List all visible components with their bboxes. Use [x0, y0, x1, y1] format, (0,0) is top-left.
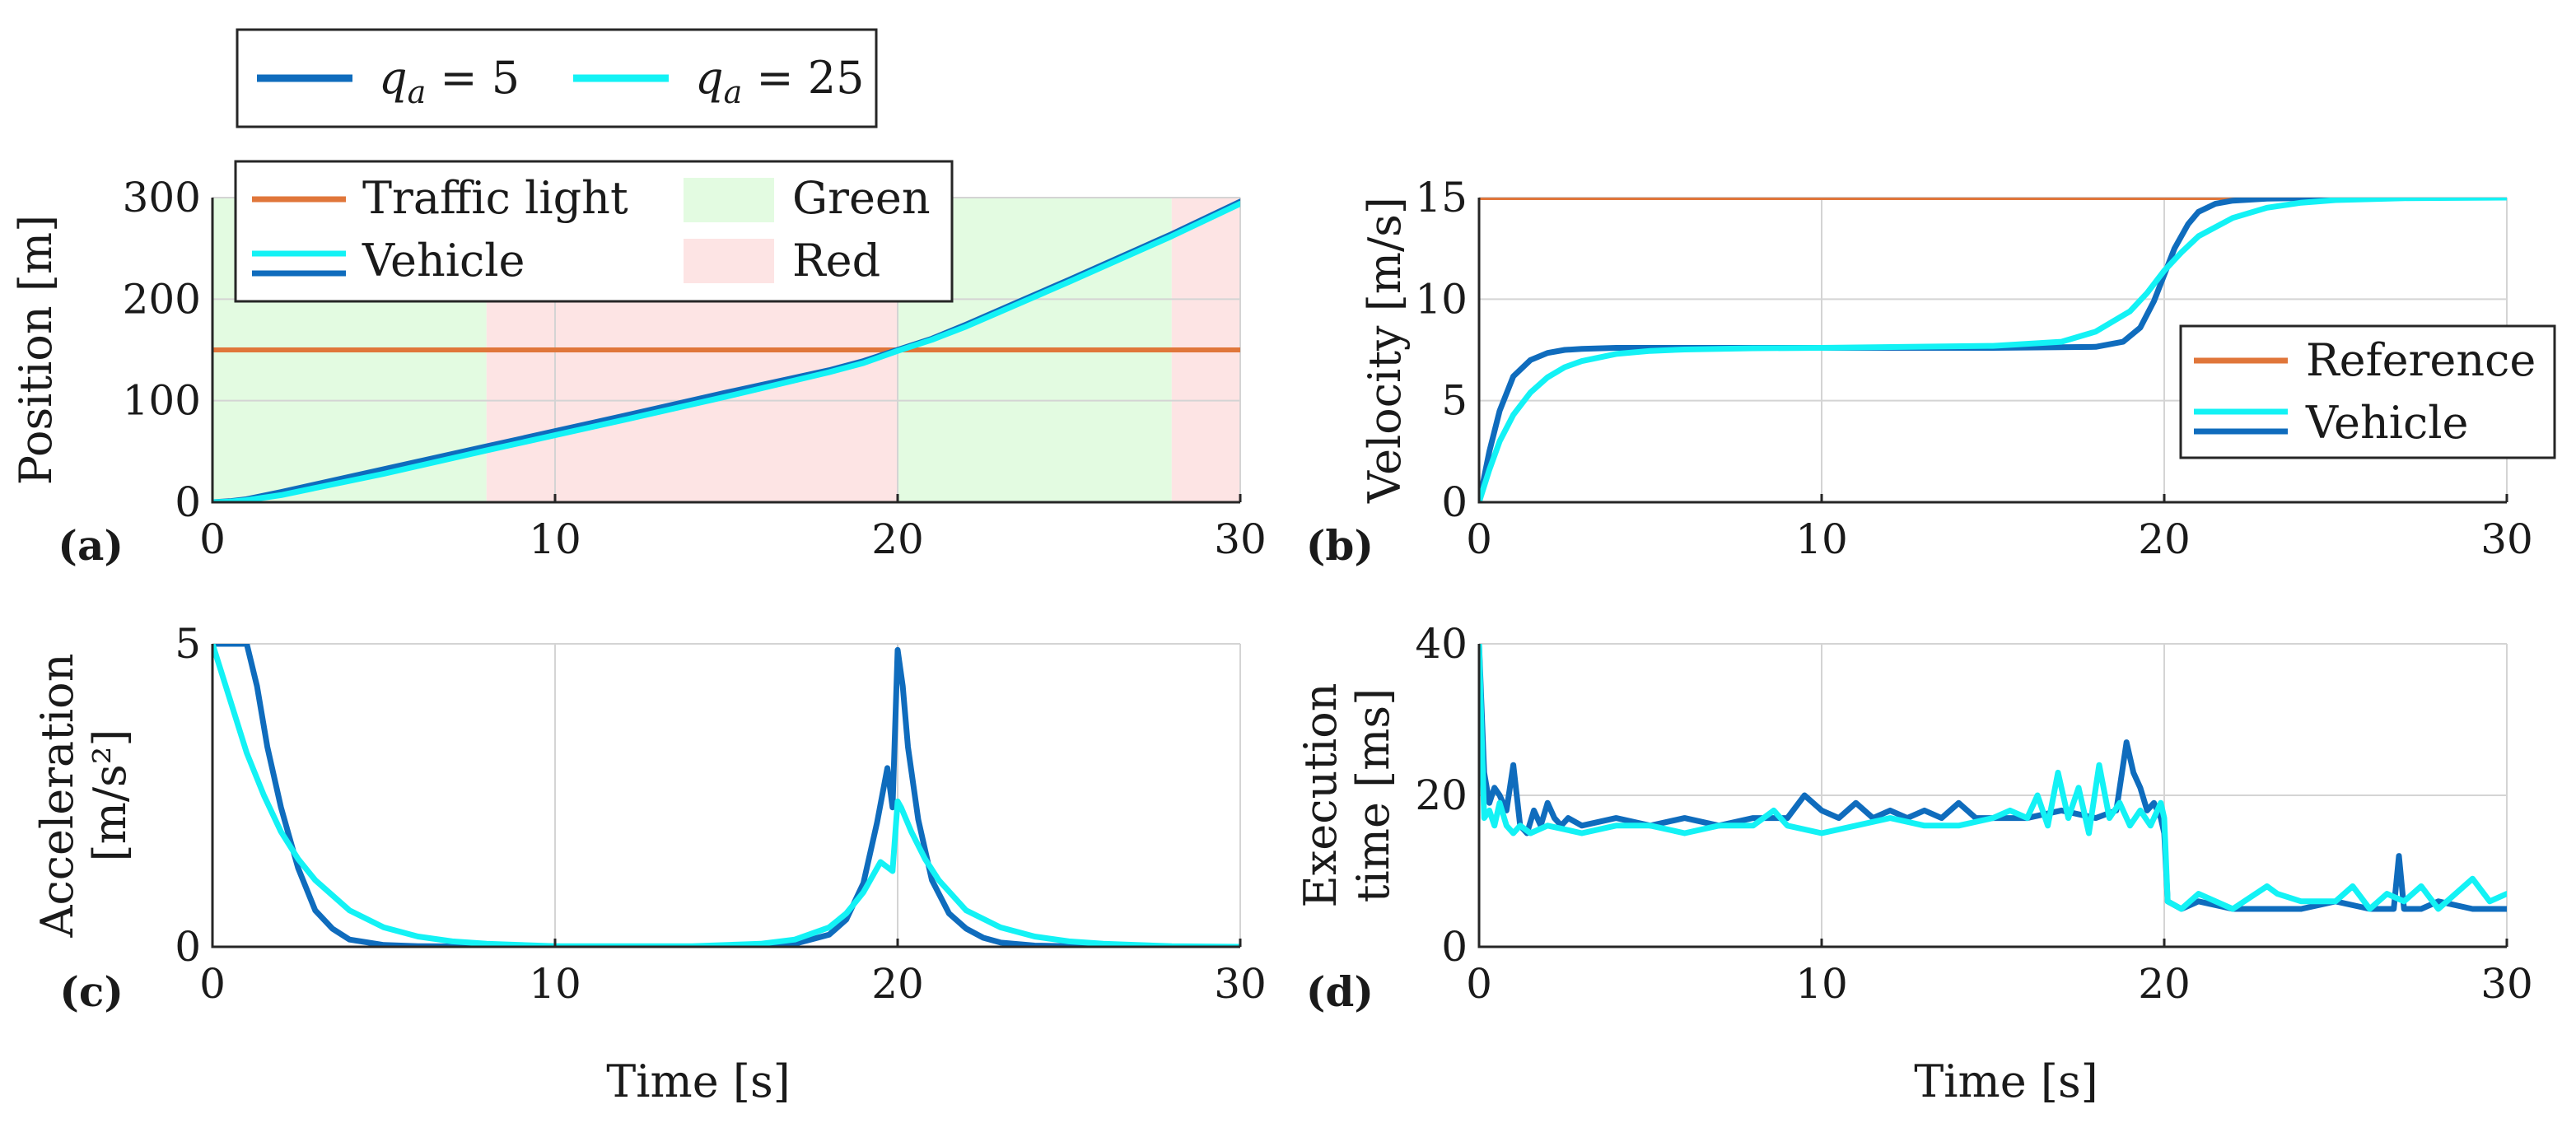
x-axis-label: Time [s]: [606, 1055, 790, 1107]
y-axis-label: Executiontime [ms]: [1295, 683, 1399, 907]
y-tick-label: 0: [175, 478, 201, 526]
legend-label-reference: Reference: [2306, 334, 2536, 386]
series-line-0: [1479, 644, 2507, 912]
legend-label-traffic-light: Traffic light: [362, 172, 628, 224]
series-line-2: [1479, 198, 2507, 502]
panel-label: (c): [59, 967, 124, 1016]
y-axis-label-line: [m/s²]: [84, 729, 136, 862]
x-tick-label: 0: [1466, 960, 1492, 1008]
series-line-1: [1479, 198, 2507, 502]
y-axis-label-line: Acceleration: [31, 654, 83, 939]
legend-label-q5: qa = 5: [379, 52, 520, 110]
x-tick-label: 20: [871, 960, 924, 1008]
y-tick-label: 0: [1441, 923, 1468, 971]
y-tick-label: 0: [1441, 478, 1468, 526]
x-tick-label: 30: [1214, 960, 1267, 1008]
y-tick-label: 40: [1415, 620, 1468, 668]
y-tick-label: 20: [1415, 771, 1468, 819]
x-tick-label: 20: [2138, 515, 2191, 563]
y-tick-label: 100: [123, 377, 201, 425]
x-tick-label: 10: [529, 515, 581, 563]
y-tick-label: 15: [1415, 174, 1468, 221]
legend-panel-b: Reference Vehicle: [2179, 324, 2556, 459]
series-group: [212, 198, 1240, 502]
y-axis-label-line: Execution: [1295, 683, 1346, 907]
x-tick-label: 10: [1795, 960, 1848, 1008]
series-group: [1479, 644, 2507, 912]
y-tick-label: 0: [175, 923, 201, 971]
series-group: [1479, 198, 2507, 502]
series-line-0: [212, 644, 1240, 947]
legend-label-green: Green: [792, 172, 931, 224]
y-tick-label: 200: [123, 275, 201, 323]
series-line-2: [212, 200, 1240, 502]
y-axis-label: Velocity [m/s]: [1359, 197, 1411, 504]
y-axis-label: Acceleration[m/s²]: [31, 654, 136, 939]
panel-c-acceleration: 0 10 20 30 0 5 (c) Acceleration[m/s²] Time [s]: [31, 620, 1267, 1107]
x-tick-label: 30: [2480, 515, 2533, 563]
x-tick-label: 20: [2138, 960, 2191, 1008]
y-tick-label: 5: [1441, 377, 1468, 425]
legend-label-q25: qa = 25: [695, 52, 865, 110]
panel-d-execution-time: 0 10 20 30 0 20 40 (d) Executiontime [ms] Time [s…: [1295, 620, 2533, 1107]
x-tick-label: 30: [2480, 960, 2533, 1008]
panel-b-velocity: 0 10 20 30 0 5 10 15 (b) Velocity [m/s] Reference V…: [1306, 174, 2556, 570]
x-tick-label: 0: [199, 515, 226, 563]
x-tick-label: 0: [1466, 515, 1492, 563]
y-tick-label: 300: [123, 174, 201, 221]
series-line-1: [1479, 644, 2507, 912]
legend-label-red: Red: [792, 235, 880, 287]
legend-panel-a: Traffic light Vehicle Green Red: [234, 160, 954, 303]
x-tick-label: 20: [871, 515, 924, 563]
y-axis-label: Position [m]: [10, 215, 62, 485]
axes: [211, 644, 1240, 948]
x-tick-label: 30: [1214, 515, 1267, 563]
panel-label: (d): [1306, 967, 1374, 1016]
legend-patch-green: [684, 178, 774, 222]
x-tick-label: 10: [1795, 515, 1848, 563]
series-group: [212, 644, 1240, 947]
top-legend: qa = 5 qa = 25: [236, 28, 878, 128]
x-axis-label: Time [s]: [1914, 1055, 2098, 1107]
x-tick-label: 0: [199, 960, 226, 1008]
y-tick-label: 5: [175, 620, 201, 668]
panel-label: (a): [58, 521, 124, 570]
panel-label: (b): [1306, 521, 1374, 570]
series-line-1: [212, 644, 1240, 947]
legend-label-vehicle: Vehicle: [362, 235, 525, 287]
legend-box: [2179, 324, 2556, 459]
x-tick-label: 10: [529, 960, 581, 1008]
y-tick-label: 10: [1415, 275, 1468, 323]
legend-patch-red: [684, 239, 774, 283]
y-axis-label-line: time [ms]: [1347, 688, 1399, 902]
legend-label-vehicle: Vehicle: [2305, 397, 2469, 449]
legend-box: [234, 160, 954, 303]
